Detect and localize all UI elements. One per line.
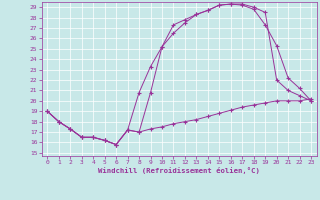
X-axis label: Windchill (Refroidissement éolien,°C): Windchill (Refroidissement éolien,°C) <box>98 167 260 174</box>
